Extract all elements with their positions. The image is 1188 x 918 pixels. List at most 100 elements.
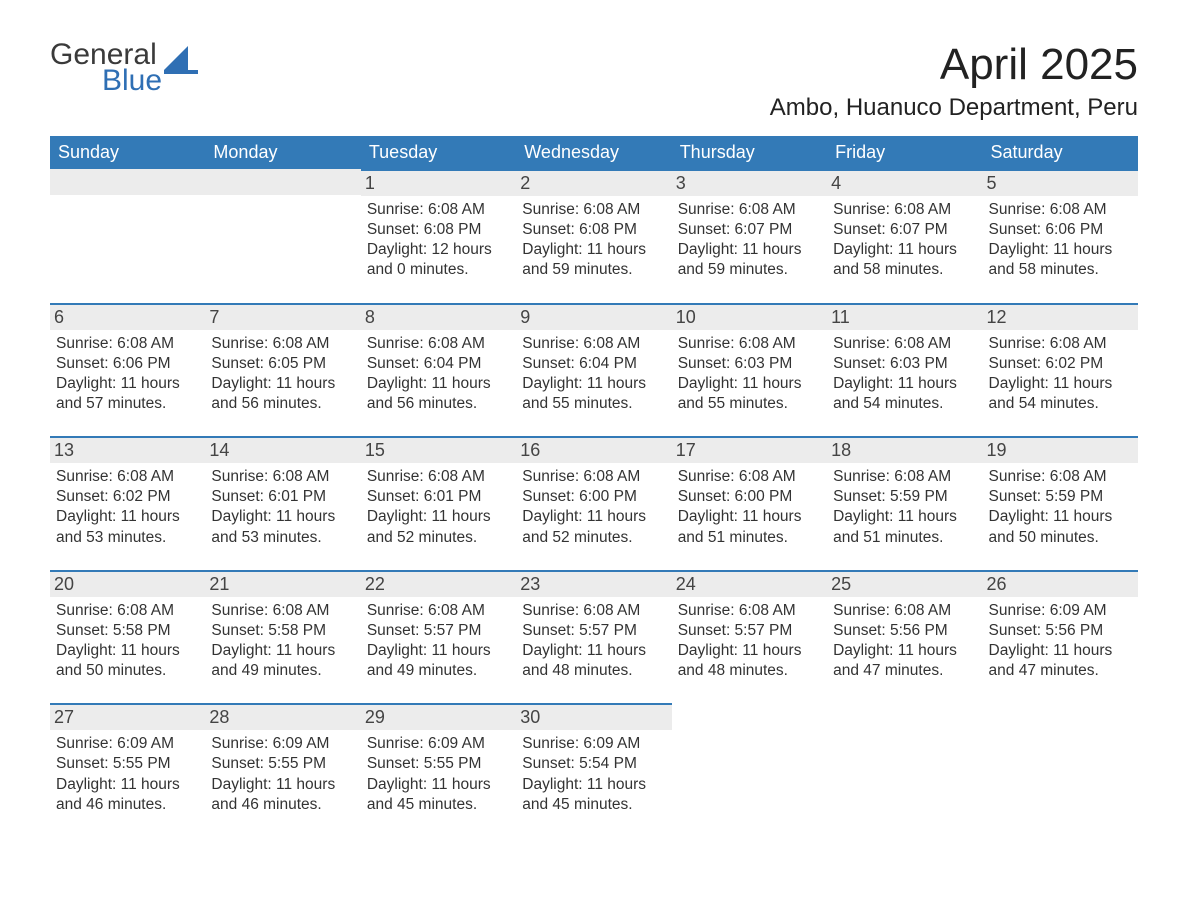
weekday-saturday: Saturday bbox=[983, 136, 1138, 169]
day-cell: 17Sunrise: 6:08 AMSunset: 6:00 PMDayligh… bbox=[672, 436, 827, 548]
day-cell: 24Sunrise: 6:08 AMSunset: 5:57 PMDayligh… bbox=[672, 570, 827, 682]
day-cell: 28Sunrise: 6:09 AMSunset: 5:55 PMDayligh… bbox=[205, 703, 360, 815]
day-info: Sunrise: 6:08 AMSunset: 6:00 PMDaylight:… bbox=[522, 467, 665, 548]
day-day2: and 0 minutes. bbox=[367, 260, 510, 280]
logo: General Blue bbox=[50, 40, 198, 96]
day-sunrise: Sunrise: 6:08 AM bbox=[522, 467, 665, 487]
day-day2: and 57 minutes. bbox=[56, 394, 199, 414]
day-cell: 21Sunrise: 6:08 AMSunset: 5:58 PMDayligh… bbox=[205, 570, 360, 682]
day-cell bbox=[50, 169, 205, 281]
day-number: 10 bbox=[672, 303, 827, 330]
day-sunrise: Sunrise: 6:08 AM bbox=[56, 334, 199, 354]
day-sunset: Sunset: 6:02 PM bbox=[56, 487, 199, 507]
day-sunrise: Sunrise: 6:08 AM bbox=[367, 200, 510, 220]
day-day1: Daylight: 11 hours bbox=[211, 507, 354, 527]
day-sunset: Sunset: 5:57 PM bbox=[522, 621, 665, 641]
day-sunrise: Sunrise: 6:08 AM bbox=[522, 200, 665, 220]
day-info: Sunrise: 6:08 AMSunset: 6:03 PMDaylight:… bbox=[678, 334, 821, 415]
day-number: 27 bbox=[50, 703, 205, 730]
day-sunset: Sunset: 5:54 PM bbox=[522, 754, 665, 774]
day-day1: Daylight: 11 hours bbox=[833, 240, 976, 260]
day-cell: 13Sunrise: 6:08 AMSunset: 6:02 PMDayligh… bbox=[50, 436, 205, 548]
day-sunrise: Sunrise: 6:08 AM bbox=[211, 467, 354, 487]
day-info: Sunrise: 6:08 AMSunset: 5:56 PMDaylight:… bbox=[833, 601, 976, 682]
weekday-sunday: Sunday bbox=[50, 136, 205, 169]
day-sunset: Sunset: 5:57 PM bbox=[678, 621, 821, 641]
day-number: 4 bbox=[827, 169, 982, 196]
day-cell: 23Sunrise: 6:08 AMSunset: 5:57 PMDayligh… bbox=[516, 570, 671, 682]
day-day1: Daylight: 11 hours bbox=[211, 775, 354, 795]
day-sunrise: Sunrise: 6:08 AM bbox=[678, 467, 821, 487]
day-day1: Daylight: 11 hours bbox=[678, 507, 821, 527]
week-row: 27Sunrise: 6:09 AMSunset: 5:55 PMDayligh… bbox=[50, 703, 1138, 815]
day-number: 16 bbox=[516, 436, 671, 463]
day-day1: Daylight: 11 hours bbox=[367, 374, 510, 394]
day-sunset: Sunset: 6:03 PM bbox=[678, 354, 821, 374]
day-day1: Daylight: 11 hours bbox=[678, 240, 821, 260]
day-cell: 2Sunrise: 6:08 AMSunset: 6:08 PMDaylight… bbox=[516, 169, 671, 281]
day-day1: Daylight: 11 hours bbox=[989, 641, 1132, 661]
day-sunset: Sunset: 6:01 PM bbox=[367, 487, 510, 507]
day-day1: Daylight: 11 hours bbox=[989, 240, 1132, 260]
day-number: 3 bbox=[672, 169, 827, 196]
day-info: Sunrise: 6:08 AMSunset: 5:57 PMDaylight:… bbox=[367, 601, 510, 682]
day-day1: Daylight: 11 hours bbox=[211, 641, 354, 661]
day-info: Sunrise: 6:09 AMSunset: 5:54 PMDaylight:… bbox=[522, 734, 665, 815]
day-number: 5 bbox=[983, 169, 1138, 196]
day-sunrise: Sunrise: 6:08 AM bbox=[989, 200, 1132, 220]
day-info: Sunrise: 6:08 AMSunset: 6:02 PMDaylight:… bbox=[989, 334, 1132, 415]
day-sunrise: Sunrise: 6:08 AM bbox=[678, 334, 821, 354]
day-sunrise: Sunrise: 6:09 AM bbox=[522, 734, 665, 754]
day-day1: Daylight: 11 hours bbox=[522, 507, 665, 527]
day-cell bbox=[827, 703, 982, 815]
day-info: Sunrise: 6:08 AMSunset: 5:59 PMDaylight:… bbox=[989, 467, 1132, 548]
week-row: 20Sunrise: 6:08 AMSunset: 5:58 PMDayligh… bbox=[50, 570, 1138, 682]
day-day2: and 50 minutes. bbox=[989, 528, 1132, 548]
day-day1: Daylight: 11 hours bbox=[833, 641, 976, 661]
day-sunrise: Sunrise: 6:08 AM bbox=[56, 467, 199, 487]
day-number: 12 bbox=[983, 303, 1138, 330]
day-info: Sunrise: 6:08 AMSunset: 5:57 PMDaylight:… bbox=[678, 601, 821, 682]
day-day2: and 49 minutes. bbox=[367, 661, 510, 681]
day-info: Sunrise: 6:08 AMSunset: 6:06 PMDaylight:… bbox=[989, 200, 1132, 281]
day-day1: Daylight: 11 hours bbox=[678, 374, 821, 394]
empty-day-header bbox=[205, 169, 360, 195]
day-info: Sunrise: 6:09 AMSunset: 5:55 PMDaylight:… bbox=[211, 734, 354, 815]
day-info: Sunrise: 6:08 AMSunset: 5:58 PMDaylight:… bbox=[211, 601, 354, 682]
day-day1: Daylight: 11 hours bbox=[522, 240, 665, 260]
day-info: Sunrise: 6:08 AMSunset: 5:58 PMDaylight:… bbox=[56, 601, 199, 682]
weekday-header: Sunday Monday Tuesday Wednesday Thursday… bbox=[50, 136, 1138, 169]
weeks-container: 1Sunrise: 6:08 AMSunset: 6:08 PMDaylight… bbox=[50, 169, 1138, 815]
day-number: 7 bbox=[205, 303, 360, 330]
day-number: 1 bbox=[361, 169, 516, 196]
day-number: 19 bbox=[983, 436, 1138, 463]
day-sunset: Sunset: 5:55 PM bbox=[211, 754, 354, 774]
day-day2: and 55 minutes. bbox=[678, 394, 821, 414]
day-sunset: Sunset: 6:07 PM bbox=[833, 220, 976, 240]
day-sunrise: Sunrise: 6:08 AM bbox=[56, 601, 199, 621]
day-info: Sunrise: 6:08 AMSunset: 6:05 PMDaylight:… bbox=[211, 334, 354, 415]
day-info: Sunrise: 6:08 AMSunset: 6:08 PMDaylight:… bbox=[522, 200, 665, 281]
day-info: Sunrise: 6:08 AMSunset: 6:03 PMDaylight:… bbox=[833, 334, 976, 415]
week-row: 1Sunrise: 6:08 AMSunset: 6:08 PMDaylight… bbox=[50, 169, 1138, 281]
day-sunrise: Sunrise: 6:08 AM bbox=[367, 601, 510, 621]
day-day1: Daylight: 11 hours bbox=[56, 507, 199, 527]
day-day2: and 52 minutes. bbox=[367, 528, 510, 548]
day-day1: Daylight: 11 hours bbox=[56, 374, 199, 394]
day-info: Sunrise: 6:08 AMSunset: 6:04 PMDaylight:… bbox=[367, 334, 510, 415]
day-sunset: Sunset: 6:00 PM bbox=[678, 487, 821, 507]
day-sunrise: Sunrise: 6:08 AM bbox=[211, 334, 354, 354]
day-sunset: Sunset: 6:04 PM bbox=[367, 354, 510, 374]
day-cell: 25Sunrise: 6:08 AMSunset: 5:56 PMDayligh… bbox=[827, 570, 982, 682]
day-cell: 27Sunrise: 6:09 AMSunset: 5:55 PMDayligh… bbox=[50, 703, 205, 815]
day-day2: and 54 minutes. bbox=[833, 394, 976, 414]
day-sunrise: Sunrise: 6:08 AM bbox=[833, 467, 976, 487]
day-info: Sunrise: 6:08 AMSunset: 6:08 PMDaylight:… bbox=[367, 200, 510, 281]
day-sunrise: Sunrise: 6:08 AM bbox=[367, 467, 510, 487]
day-cell: 9Sunrise: 6:08 AMSunset: 6:04 PMDaylight… bbox=[516, 303, 671, 415]
day-info: Sunrise: 6:08 AMSunset: 6:00 PMDaylight:… bbox=[678, 467, 821, 548]
day-sunset: Sunset: 6:02 PM bbox=[989, 354, 1132, 374]
day-day2: and 59 minutes. bbox=[522, 260, 665, 280]
empty-day-header bbox=[50, 169, 205, 195]
week-row: 6Sunrise: 6:08 AMSunset: 6:06 PMDaylight… bbox=[50, 303, 1138, 415]
